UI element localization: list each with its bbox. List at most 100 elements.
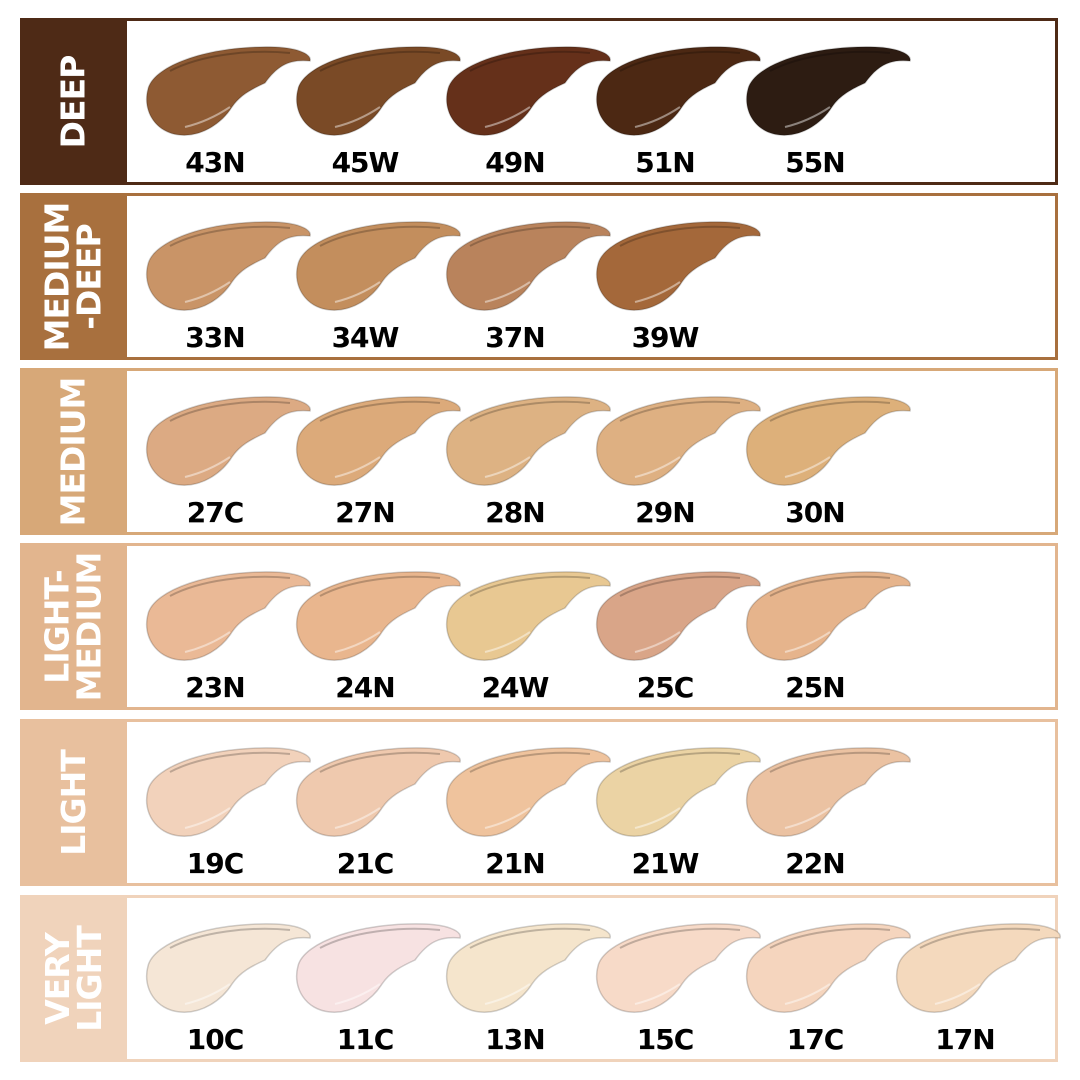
- swatch-highlight: [784, 456, 831, 478]
- swatch-smear: [445, 396, 611, 486]
- shade-code: 23N: [185, 671, 245, 704]
- shade-swatch: 28N: [440, 389, 615, 539]
- shade-code: 43N: [185, 146, 245, 179]
- swatch-highlight: [784, 631, 831, 653]
- swatch-edge: [619, 575, 741, 597]
- shade-swatch: 11C: [290, 916, 465, 1066]
- swatch-fill: [145, 396, 311, 486]
- swatch-edge: [319, 575, 441, 597]
- shade-code: 39W: [631, 321, 700, 354]
- swatch-highlight: [334, 631, 381, 653]
- category-name: MEDIUM: [53, 377, 93, 526]
- shade-code: 34W: [331, 321, 400, 354]
- swatch-smear: [595, 571, 761, 661]
- shade-swatch: 25C: [590, 564, 765, 714]
- shade-swatch: 29N: [590, 389, 765, 539]
- shade-swatch: 37N: [440, 214, 615, 364]
- category-name: VERY LIGHT: [37, 925, 109, 1032]
- swatch-fill: [295, 571, 461, 661]
- shade-swatch: 51N: [590, 39, 765, 189]
- shade-swatch: 30N: [740, 389, 915, 539]
- shade-code: 24N: [335, 671, 395, 704]
- swatch-highlight: [484, 807, 531, 829]
- category-label: MEDIUM -DEEP: [20, 193, 127, 360]
- category-label: MEDIUM: [20, 368, 127, 535]
- swatch-fill: [145, 923, 311, 1013]
- swatch-fill: [745, 923, 911, 1013]
- swatch-highlight: [784, 106, 831, 128]
- swatch-highlight: [634, 456, 681, 478]
- shade-code: 17C: [786, 1023, 845, 1056]
- swatch-highlight: [634, 983, 681, 1005]
- shade-swatch: 21N: [440, 740, 615, 890]
- swatch-smear: [145, 923, 311, 1013]
- swatch-highlight: [634, 281, 681, 303]
- swatch-fill: [745, 571, 911, 661]
- shade-code: 22N: [785, 847, 845, 880]
- swatch-smear: [145, 747, 311, 837]
- shade-code: 27N: [335, 496, 395, 529]
- swatch-fill: [595, 221, 761, 311]
- shade-code: 21N: [485, 847, 545, 880]
- shade-swatch: 27N: [290, 389, 465, 539]
- swatch-edge: [619, 50, 741, 72]
- swatch-highlight: [484, 106, 531, 128]
- shade-swatch: 34W: [290, 214, 465, 364]
- swatch-smear: [595, 221, 761, 311]
- swatch-highlight: [934, 983, 981, 1005]
- shade-code: 49N: [485, 146, 545, 179]
- swatch-smear: [445, 221, 611, 311]
- shade-code: 37N: [485, 321, 545, 354]
- swatch-smear: [145, 571, 311, 661]
- swatch-fill: [745, 747, 911, 837]
- swatch-smear: [745, 923, 911, 1013]
- swatch-fill: [445, 46, 611, 136]
- swatch-highlight: [334, 456, 381, 478]
- swatch-edge: [619, 751, 741, 773]
- shade-code: 28N: [485, 496, 545, 529]
- swatch-edge: [469, 50, 591, 72]
- swatch-fill: [295, 923, 461, 1013]
- swatch-fill: [445, 221, 611, 311]
- category-label: LIGHT: [20, 719, 127, 886]
- shade-code: 13N: [485, 1023, 545, 1056]
- swatch-fill: [145, 221, 311, 311]
- swatch-fill: [595, 747, 761, 837]
- swatch-smear: [895, 923, 1061, 1013]
- swatch-edge: [919, 927, 1041, 949]
- shade-code: 55N: [785, 146, 845, 179]
- swatch-edge: [469, 400, 591, 422]
- swatch-highlight: [634, 631, 681, 653]
- swatch-highlight: [634, 106, 681, 128]
- swatch-highlight: [334, 807, 381, 829]
- swatch-edge: [319, 927, 441, 949]
- swatch-fill: [295, 46, 461, 136]
- swatch-highlight: [784, 807, 831, 829]
- swatch-smear: [745, 46, 911, 136]
- shade-swatch: 21W: [590, 740, 765, 890]
- swatch-fill: [595, 396, 761, 486]
- swatch-smear: [295, 221, 461, 311]
- swatch-edge: [769, 751, 891, 773]
- swatch-edge: [769, 927, 891, 949]
- shade-category-row: LIGHT 19C 21C 21N 21W 22N: [20, 719, 1058, 886]
- shade-code: 17N: [935, 1023, 995, 1056]
- shade-swatch: 13N: [440, 916, 615, 1066]
- swatch-smear: [295, 46, 461, 136]
- shade-code: 10C: [186, 1023, 245, 1056]
- swatch-smear: [295, 747, 461, 837]
- swatch-edge: [169, 225, 291, 247]
- swatch-highlight: [184, 631, 231, 653]
- swatch-smear: [595, 46, 761, 136]
- swatch-edge: [469, 927, 591, 949]
- shade-swatch: 25N: [740, 564, 915, 714]
- shade-swatch: 24W: [440, 564, 615, 714]
- swatch-fill: [295, 747, 461, 837]
- shade-code: 19C: [186, 847, 245, 880]
- swatch-edge: [169, 400, 291, 422]
- shade-swatch: 10C: [140, 916, 315, 1066]
- swatch-edge: [319, 400, 441, 422]
- swatch-fill: [445, 747, 611, 837]
- swatch-edge: [319, 50, 441, 72]
- swatch-smear: [595, 747, 761, 837]
